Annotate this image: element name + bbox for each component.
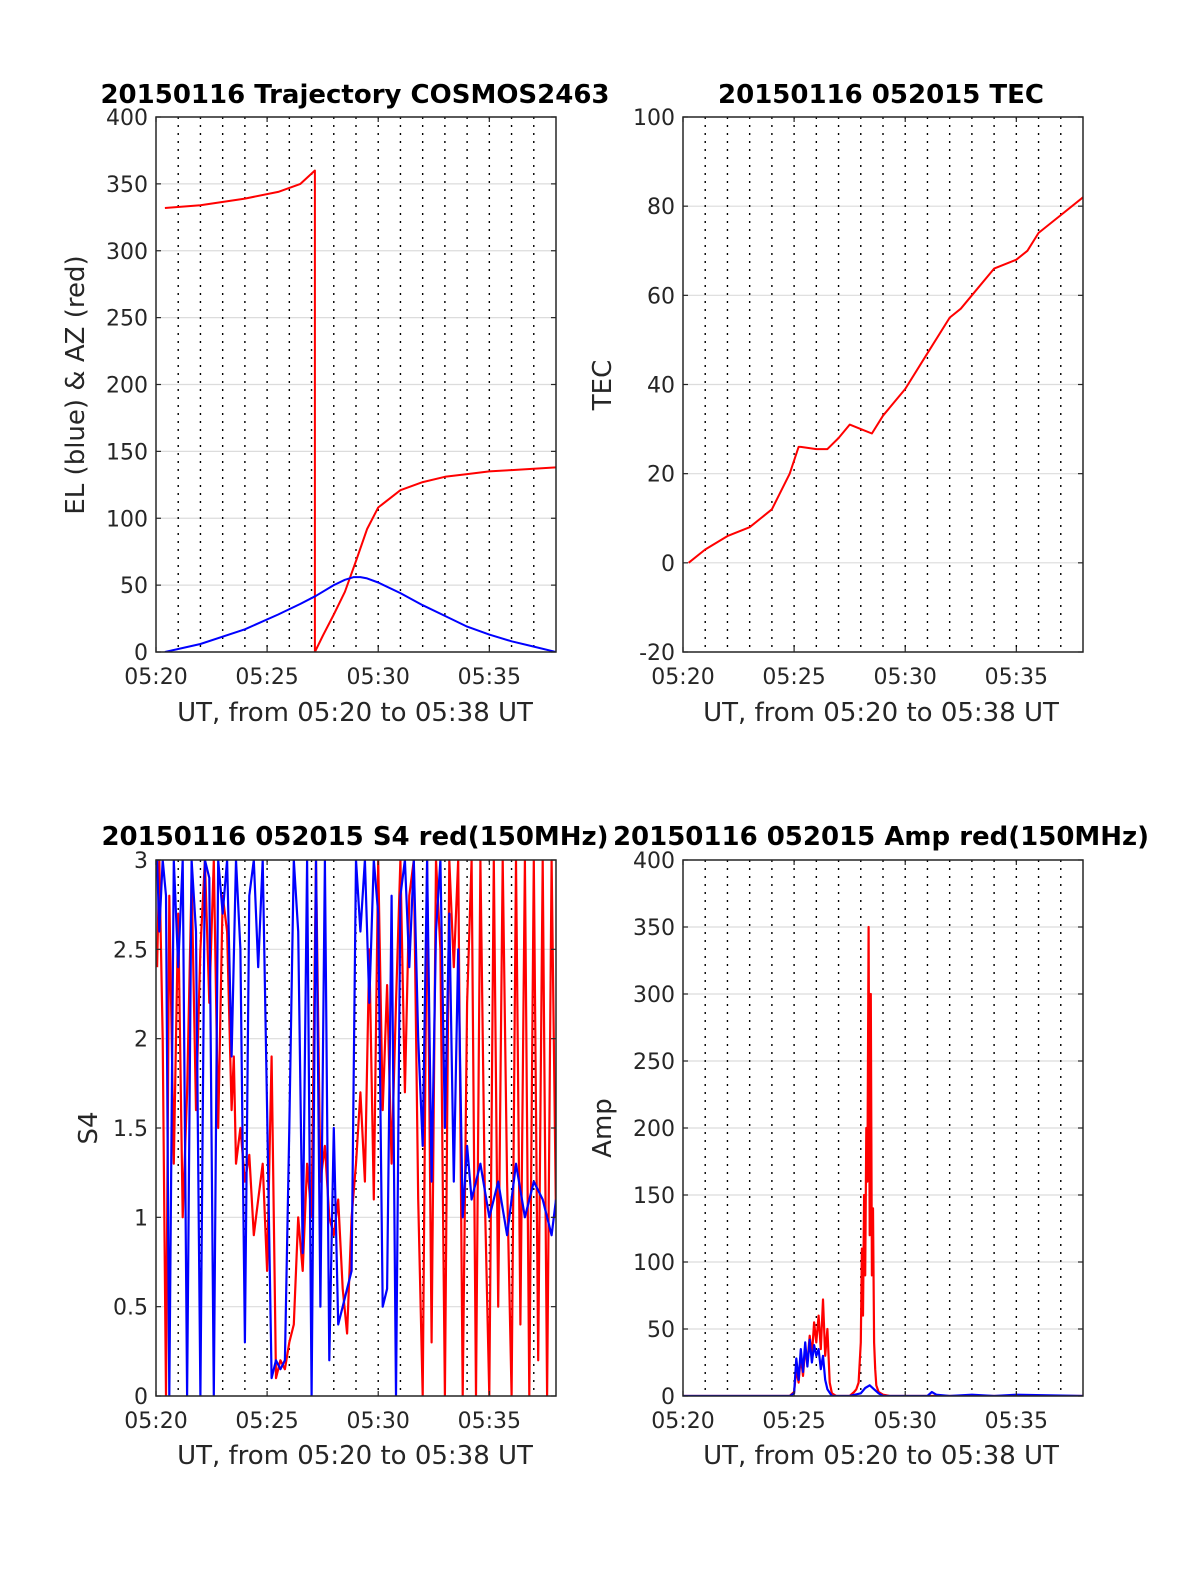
trajectory-xlabel: UT, from 05:20 to 05:38 UT xyxy=(177,698,533,728)
amp-series-blue xyxy=(683,1338,1083,1396)
trajectory-series-red xyxy=(164,169,556,652)
trajectory-ytick-label-3: 150 xyxy=(106,440,148,465)
s4-ytick-label-4: 2 xyxy=(134,1028,148,1053)
amp-ytick-label-7: 350 xyxy=(633,916,675,941)
amp-ytick-label-2: 100 xyxy=(633,1251,675,1276)
tec-ytick-label-2: 20 xyxy=(647,463,675,488)
trajectory-xtick-label-3: 05:35 xyxy=(458,665,521,690)
s4-xtick-label-0: 05:20 xyxy=(124,1409,187,1434)
tec-ytick-label-4: 60 xyxy=(647,284,675,309)
tec-ytick-label-3: 40 xyxy=(647,374,675,399)
tec-ytick-label-6: 100 xyxy=(633,106,675,131)
tec-ylabel: TEC xyxy=(588,360,618,411)
s4-chart: 20150116 052015 S4 red(150MHz) S4 UT, fr… xyxy=(74,822,609,1471)
trajectory-ytick-label-1: 50 xyxy=(120,574,148,599)
amp-ylabel: Amp xyxy=(588,1098,618,1158)
amp-chart: 20150116 052015 Amp red(150MHz) Amp UT, … xyxy=(588,822,1149,1471)
amp-xtick-label-2: 05:30 xyxy=(874,1409,937,1434)
trajectory-ylabel: EL (blue) & AZ (red) xyxy=(61,255,91,514)
trajectory-xtick-label-1: 05:25 xyxy=(235,665,298,690)
amp-xtick-label-3: 05:35 xyxy=(985,1409,1048,1434)
trajectory-xtick-label-2: 05:30 xyxy=(347,665,410,690)
tec-xtick-label-3: 05:35 xyxy=(985,665,1048,690)
s4-series-blue xyxy=(156,860,556,1396)
trajectory-ytick-label-5: 250 xyxy=(106,307,148,332)
amp-xlabel: UT, from 05:20 to 05:38 UT xyxy=(703,1441,1059,1471)
amp-ytick-label-0: 0 xyxy=(661,1385,675,1410)
s4-ytick-label-5: 2.5 xyxy=(113,938,148,963)
trajectory-ytick-label-2: 100 xyxy=(106,507,148,532)
amp-ytick-label-3: 150 xyxy=(633,1184,675,1209)
trajectory-title: 20150116 Trajectory COSMOS2463 xyxy=(100,80,609,110)
s4-ytick-label-0: 0 xyxy=(134,1385,148,1410)
tec-ytick-label-1: 0 xyxy=(661,552,675,577)
s4-xlabel: UT, from 05:20 to 05:38 UT xyxy=(177,1441,533,1471)
trajectory-ytick-label-7: 350 xyxy=(106,173,148,198)
tec-ytick-label-0: -20 xyxy=(639,641,675,666)
s4-title: 20150116 052015 S4 red(150MHz) xyxy=(101,822,608,852)
s4-ytick-label-1: 0.5 xyxy=(113,1296,148,1321)
tec-chart: 20150116 052015 TEC TEC UT, from 05:20 t… xyxy=(588,80,1084,728)
s4-ytick-label-3: 1.5 xyxy=(113,1117,148,1142)
amp-ytick-label-4: 200 xyxy=(633,1117,675,1142)
s4-ytick-label-2: 1 xyxy=(134,1206,148,1231)
trajectory-xtick-label-0: 05:20 xyxy=(124,665,187,690)
amp-xtick-label-0: 05:20 xyxy=(651,1409,714,1434)
trajectory-chart: 20150116 Trajectory COSMOS2463 EL (blue)… xyxy=(61,80,610,728)
tec-ytick-label-5: 80 xyxy=(647,195,675,220)
tec-xtick-label-2: 05:30 xyxy=(874,665,937,690)
trajectory-ytick-label-4: 200 xyxy=(106,374,148,399)
tec-xlabel: UT, from 05:20 to 05:38 UT xyxy=(703,698,1059,728)
s4-xtick-label-3: 05:35 xyxy=(458,1409,521,1434)
tec-title: 20150116 052015 TEC xyxy=(718,80,1044,110)
trajectory-ytick-label-6: 300 xyxy=(106,240,148,265)
tec-xtick-label-0: 05:20 xyxy=(651,665,714,690)
amp-ytick-label-6: 300 xyxy=(633,983,675,1008)
s4-xtick-label-2: 05:30 xyxy=(347,1409,410,1434)
amp-ytick-label-5: 250 xyxy=(633,1050,675,1075)
amp-title: 20150116 052015 Amp red(150MHz) xyxy=(613,822,1149,852)
tec-xtick-label-1: 05:25 xyxy=(762,665,825,690)
trajectory-series-blue xyxy=(164,576,556,652)
tec-series-red xyxy=(687,196,1083,564)
s4-ytick-label-6: 3 xyxy=(134,849,148,874)
s4-xtick-label-1: 05:25 xyxy=(235,1409,298,1434)
trajectory-ytick-label-8: 400 xyxy=(106,106,148,131)
trajectory-ytick-label-0: 0 xyxy=(134,641,148,666)
amp-ytick-label-1: 50 xyxy=(647,1318,675,1343)
s4-ylabel: S4 xyxy=(74,1111,104,1144)
amp-xtick-label-1: 05:25 xyxy=(762,1409,825,1434)
amp-ytick-label-8: 400 xyxy=(633,849,675,874)
